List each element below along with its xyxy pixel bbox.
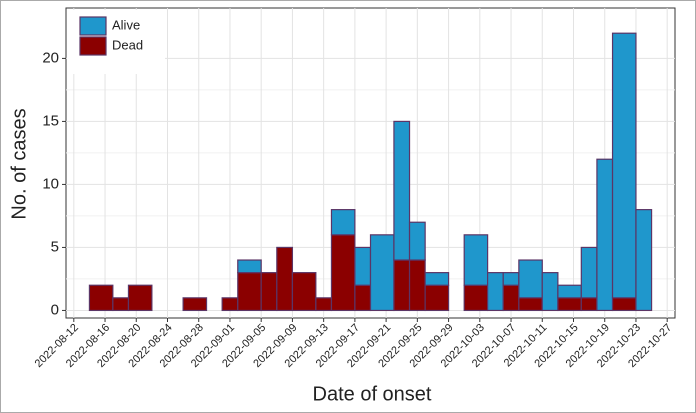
bar-segment bbox=[112, 297, 130, 312]
bar-segment bbox=[315, 297, 333, 312]
bar-segment bbox=[260, 272, 278, 312]
bar-segment bbox=[463, 234, 489, 286]
bar-segment bbox=[393, 259, 411, 312]
y-tick-label: 10 bbox=[42, 175, 59, 192]
bar-segment bbox=[611, 32, 637, 299]
bar-segment bbox=[354, 246, 372, 286]
bar-segment bbox=[330, 234, 356, 312]
legend-label: Alive bbox=[112, 17, 140, 32]
bar-segment bbox=[557, 297, 582, 312]
bar-segment bbox=[502, 272, 520, 286]
bar-segment bbox=[541, 272, 559, 312]
bar-segment bbox=[276, 246, 294, 312]
bar-segment bbox=[369, 234, 395, 312]
bar-segment bbox=[330, 209, 356, 236]
bar-segment bbox=[354, 284, 372, 312]
bar-segment bbox=[237, 272, 262, 312]
bar-segment bbox=[596, 158, 614, 312]
legend-label: Dead bbox=[112, 37, 143, 52]
bar-segment bbox=[463, 284, 489, 312]
y-tick-label: 15 bbox=[42, 112, 59, 129]
bar-segment bbox=[424, 272, 450, 286]
bar-segment bbox=[88, 284, 114, 312]
bar-segment bbox=[424, 284, 450, 312]
bar-segment bbox=[127, 284, 153, 312]
bar-segment bbox=[182, 297, 208, 312]
bar-segment bbox=[518, 259, 543, 299]
bar-segment bbox=[611, 297, 637, 312]
bar-segment bbox=[291, 272, 317, 312]
bar-segment bbox=[393, 120, 411, 261]
bar-segment bbox=[408, 221, 426, 261]
x-axis-title: Date of onset bbox=[313, 383, 432, 405]
y-axis-title: No. of cases bbox=[8, 108, 30, 219]
bar-segment bbox=[487, 272, 504, 312]
bar-segment bbox=[408, 259, 426, 312]
bar-segment bbox=[635, 209, 653, 312]
y-tick-label: 5 bbox=[51, 238, 59, 255]
y-tick-label: 0 bbox=[51, 301, 59, 318]
bar-segment bbox=[580, 246, 598, 299]
bar-segment bbox=[518, 297, 543, 312]
bar-segment bbox=[502, 284, 520, 312]
bar-segment bbox=[237, 259, 262, 274]
bar-segment bbox=[221, 297, 239, 312]
legend-swatch bbox=[79, 16, 107, 36]
y-tick-label: 20 bbox=[42, 49, 59, 66]
bar-segment bbox=[580, 297, 598, 312]
bar-segment bbox=[557, 284, 582, 299]
legend-swatch bbox=[79, 36, 107, 56]
